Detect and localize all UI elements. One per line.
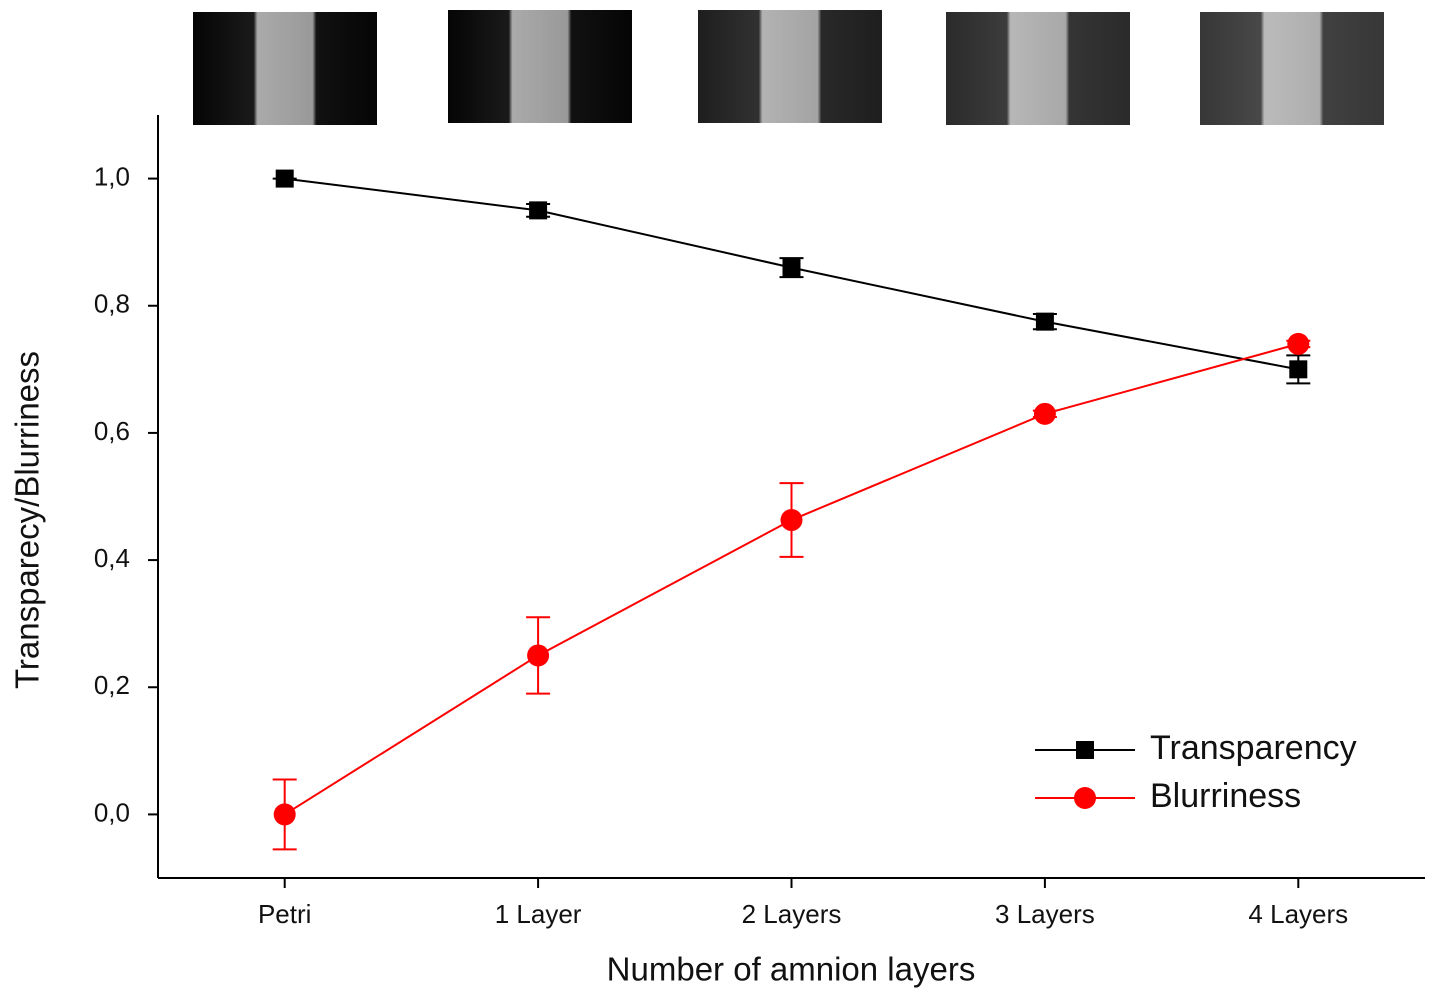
marker [1074,787,1096,809]
marker [1076,741,1094,759]
marker [1289,360,1308,379]
x-tick-label: 4 Layers [1248,899,1348,929]
marker [527,644,550,667]
y-tick-label: 0,8 [94,289,130,319]
y-tick-label: 1,0 [94,161,130,191]
marker [275,169,294,188]
y-axis-label: Transparecy/Blurriness [9,351,46,689]
x-tick-label: 2 Layers [742,899,842,929]
y-tick-label: 0,0 [94,797,130,827]
marker [782,258,801,277]
marker [1033,402,1056,425]
y-tick-label: 0,4 [94,543,130,573]
series-line [284,342,1299,816]
legend-label: Transparency [1150,729,1357,767]
thumbnails [193,10,1384,125]
marker [529,201,548,220]
marker [780,509,803,532]
x-tick-label: Petri [258,899,311,929]
thumbnail [698,10,882,123]
y-tick-label: 0,6 [94,416,130,446]
marker [273,803,296,826]
thumbnail [946,12,1130,125]
x-axis-label: Number of amnion layers [607,951,976,988]
y-tick-label: 0,2 [94,670,130,700]
thumbnail [193,12,377,125]
thumbnail [1200,12,1384,125]
thumbnail [448,10,632,123]
marker [1287,332,1310,355]
marker [1035,312,1054,331]
legend-label: Blurriness [1150,777,1301,815]
x-tick-label: 1 Layer [495,899,582,929]
x-tick-label: 3 Layers [995,899,1095,929]
